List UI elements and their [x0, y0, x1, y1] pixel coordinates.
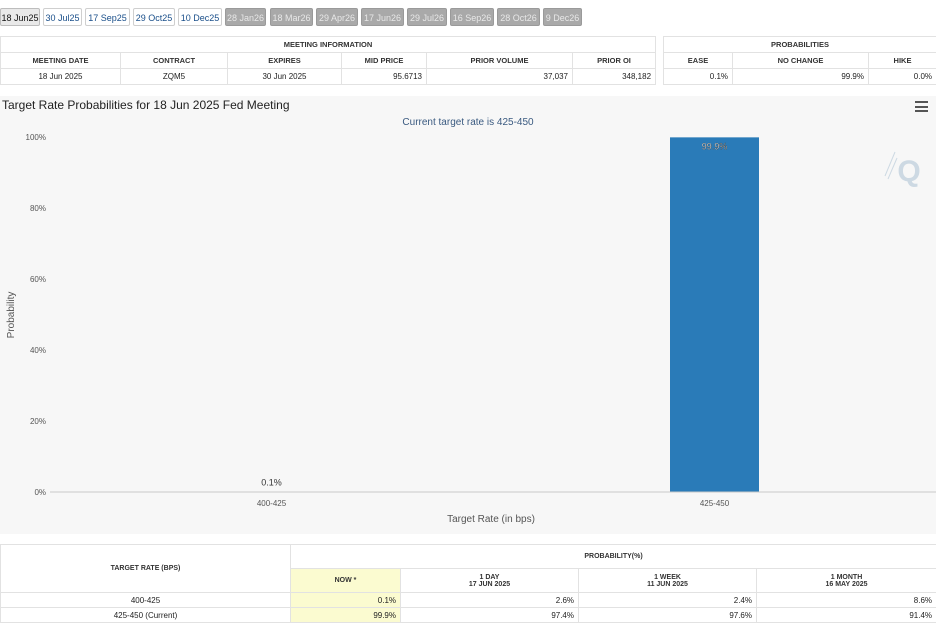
probability-header: PROBABILITY(%): [289, 544, 936, 569]
table-row: 425-450 (Current) 99.9% 97.4% 97.6% 91.4…: [0, 607, 936, 623]
col-ease: EASE: [663, 52, 733, 69]
1-day-cell: 2.6%: [400, 592, 579, 608]
tab-29-apr26[interactable]: 29 Apr26: [316, 8, 358, 26]
chart-subtitle: Current target rate is 425-450: [402, 117, 534, 128]
col-mid-price: MID PRICE: [341, 52, 427, 69]
y-tick-label: 80%: [30, 204, 46, 213]
now-cell: 0.1%: [290, 592, 401, 608]
y-tick-label: 100%: [26, 133, 46, 142]
meeting-date-value: 18 Jun 2025: [0, 68, 121, 85]
tab-16-sep26[interactable]: 16 Sep26: [450, 8, 494, 26]
x-tick-label: 400-425: [257, 499, 287, 508]
rate-cell: 425-450 (Current): [0, 607, 291, 623]
x-axis-label: Target Rate (in bps): [447, 514, 535, 525]
y-tick-label: 20%: [30, 417, 46, 426]
bar-425-450[interactable]: [670, 137, 759, 493]
tab-17-sep25[interactable]: 17 Sep25: [85, 8, 130, 26]
contract-value: ZQM5: [120, 68, 228, 85]
no-change-value: 99.9%: [732, 68, 869, 85]
prior-oi-value: 348,182: [571, 68, 657, 85]
probabilities-header: PROBABILITIES: [662, 36, 936, 53]
1-month-cell: 8.6%: [755, 592, 936, 608]
tab-17-jun26[interactable]: 17 Jun26: [361, 8, 404, 26]
y-axis: 0% 20% 40% 60% 80% 100%: [26, 133, 46, 497]
col-prior-oi: PRIOR OI: [571, 52, 657, 69]
svg-text:Q: Q: [897, 155, 920, 188]
col-1-week: 1 WEEK 11 JUN 2025: [578, 568, 757, 593]
tab-10-dec25[interactable]: 10 Dec25: [178, 8, 222, 26]
data-label: 0.1%: [261, 478, 282, 488]
chart-background: [0, 96, 936, 534]
1-week-cell: 2.4%: [578, 592, 757, 608]
meeting-information-table: MEETING INFORMATION MEETING DATE CONTRAC…: [0, 36, 657, 85]
data-label: 99.9%: [702, 141, 728, 151]
col-expires: EXPIRES: [227, 52, 342, 69]
y-axis-label: Probability: [6, 292, 17, 339]
probabilities-table: PROBABILITIES EASE NO CHANGE HIKE 0.1% 9…: [662, 36, 936, 85]
tab-18-mar26[interactable]: 18 Mar26: [270, 8, 313, 26]
tab-30-jul25[interactable]: 30 Jul25: [43, 8, 82, 26]
tab-28-oct26[interactable]: 28 Oct26: [497, 8, 540, 26]
1-day-cell: 97.4%: [400, 607, 579, 623]
col-prior-volume: PRIOR VOLUME: [426, 52, 573, 69]
y-tick-label: 60%: [30, 275, 46, 284]
col-meeting-date: MEETING DATE: [0, 52, 121, 69]
rate-cell: 400-425: [0, 592, 291, 608]
col-1-month: 1 MONTH 16 MAY 2025: [755, 568, 936, 593]
table-row: 400-425 0.1% 2.6% 2.4% 8.6%: [0, 592, 936, 608]
x-tick-label: 425-450: [700, 499, 730, 508]
x-axis: 400-425 425-450: [50, 491, 936, 508]
1-week-cell: 97.6%: [578, 607, 757, 623]
col-hike: HIKE: [867, 52, 936, 69]
prior-volume-value: 37,037: [426, 68, 573, 85]
meeting-information-header: MEETING INFORMATION: [0, 36, 657, 53]
tab-9-dec26[interactable]: 9 Dec26: [543, 8, 582, 26]
mid-price-value: 95.6713: [341, 68, 427, 85]
now-cell: 99.9%: [290, 607, 401, 623]
menu-icon[interactable]: [915, 101, 928, 112]
tab-29-jul26[interactable]: 29 Jul26: [407, 8, 447, 26]
tab-29-oct25[interactable]: 29 Oct25: [133, 8, 175, 26]
expires-value: 30 Jun 2025: [227, 68, 342, 85]
hike-value: 0.0%: [867, 68, 936, 85]
1-month-cell: 91.4%: [755, 607, 936, 623]
col-no-change: NO CHANGE: [732, 52, 869, 69]
tab-28-jan26[interactable]: 28 Jan26: [225, 8, 266, 26]
bars: 0.1% 99.9%: [227, 137, 759, 493]
y-tick-label: 0%: [34, 488, 46, 497]
target-rate-chart: 0% 20% 40% 60% 80% 100% 0.1% 99.9% 400-425 425-…: [6, 133, 936, 525]
target-rate-header: TARGET RATE (BPS): [0, 544, 291, 593]
ease-value: 0.1%: [663, 68, 733, 85]
col-1-day: 1 DAY 17 JUN 2025: [400, 568, 579, 593]
tab-18-jun25[interactable]: 18 Jun25: [0, 8, 40, 26]
col-now: NOW *: [290, 568, 401, 593]
col-contract: CONTRACT: [120, 52, 228, 69]
q-logo-icon: Q: [884, 151, 921, 188]
target-rate-probability-table: TARGET RATE (BPS) PROBABILITY(%) NOW * 1…: [0, 544, 936, 623]
y-tick-label: 40%: [30, 346, 46, 355]
chart-title: Target Rate Probabilities for 18 Jun 202…: [2, 98, 290, 112]
